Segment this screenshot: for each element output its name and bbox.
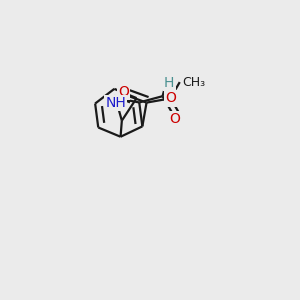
Text: O: O (165, 92, 176, 105)
Text: O: O (118, 85, 129, 99)
Text: CH₃: CH₃ (183, 76, 206, 88)
Text: H: H (164, 76, 174, 90)
Text: O: O (169, 112, 180, 127)
Text: NH: NH (105, 96, 126, 110)
